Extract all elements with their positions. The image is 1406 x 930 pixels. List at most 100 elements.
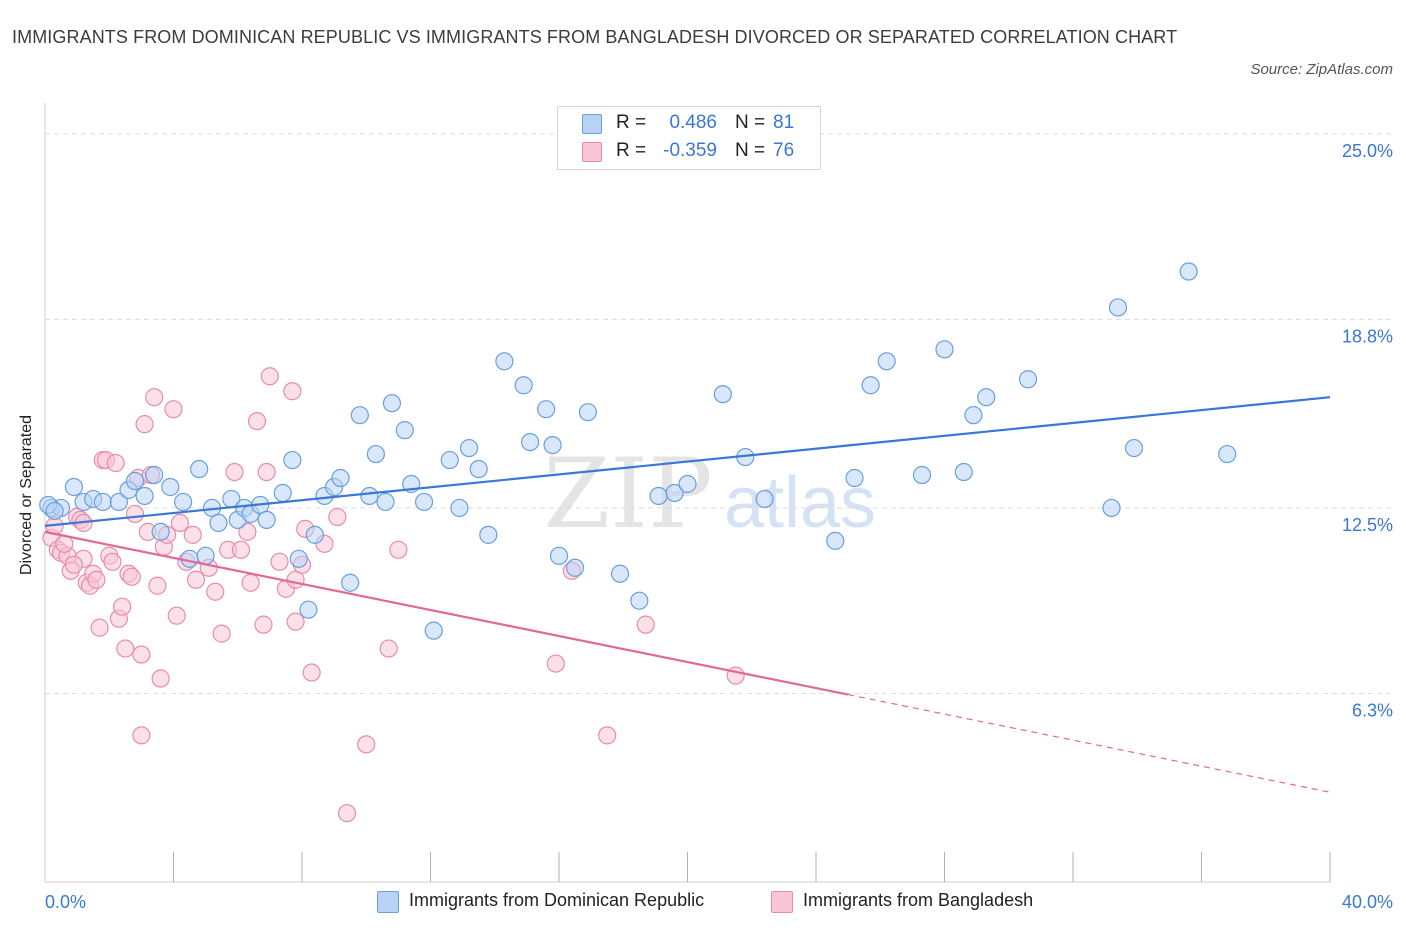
dominican-point <box>209 513 228 532</box>
dominican-point <box>283 450 302 470</box>
dominican-point <box>954 462 973 482</box>
bangladesh-point <box>167 606 186 625</box>
dominican-point <box>341 573 360 592</box>
dominican-point <box>964 406 983 425</box>
x-ticks <box>173 852 1331 882</box>
dominican-point <box>755 489 774 509</box>
bottom-legend-swatch-pink <box>771 891 793 913</box>
watermark: ZIP atlas <box>543 438 876 550</box>
bangladesh-point <box>598 726 617 745</box>
legend-n-label: N = <box>735 140 766 161</box>
source-credit: Source: ZipAtlas.com <box>1250 61 1393 78</box>
dominican-point <box>424 621 443 640</box>
dominican-point <box>93 492 112 512</box>
dominican-point <box>495 352 514 371</box>
bangladesh-point <box>225 462 244 482</box>
dominican-point <box>1218 444 1237 464</box>
bangladesh-point <box>357 735 376 754</box>
dominican-point <box>578 403 598 422</box>
y-tick-label: 18.8% <box>1342 326 1393 346</box>
dominican-point <box>196 546 215 565</box>
bangladesh-point <box>132 645 151 664</box>
bottom-legend-label: Immigrants from Bangladesh <box>803 890 1034 910</box>
dominican-point <box>109 492 128 512</box>
legend-r-label: R = <box>616 112 647 133</box>
dominican-point <box>479 525 498 544</box>
legend-r-value: 0.486 <box>669 112 717 133</box>
bangladesh-point <box>148 576 167 595</box>
bottom-legend-swatch-blue <box>377 891 399 913</box>
dominican-point <box>125 471 145 491</box>
bangladesh-point <box>389 540 408 559</box>
bangladesh-point <box>270 552 289 571</box>
dominican-point <box>935 340 954 359</box>
bangladesh-point <box>90 618 109 637</box>
watermark-zip: ZIP <box>543 438 712 550</box>
dominican-point <box>1124 438 1144 458</box>
dominican-point <box>350 406 369 425</box>
dominican-point <box>331 468 350 488</box>
dominican-point <box>135 486 154 506</box>
bangladesh-point <box>112 597 132 616</box>
legend-swatch-pink <box>582 142 602 162</box>
bangladesh-trend-line-extension <box>848 694 1331 793</box>
bangladesh-point <box>151 669 170 688</box>
dominican-points <box>39 262 1237 640</box>
dominican-point <box>366 444 385 464</box>
bangladesh-point <box>283 382 302 401</box>
bottom-legend-label: Immigrants from Dominican Republic <box>409 890 705 910</box>
dominican-point <box>1018 370 1038 389</box>
dominican-point <box>190 459 209 479</box>
y-tick-label: 12.5% <box>1342 515 1393 535</box>
dominican-point <box>543 435 562 455</box>
dominican-point <box>45 501 64 521</box>
bangladesh-point <box>379 639 398 658</box>
dominican-point <box>180 549 199 568</box>
legend-r-value: -0.359 <box>663 140 717 161</box>
bangladesh-point <box>116 639 135 658</box>
bangladesh-point <box>260 367 279 386</box>
dominican-point <box>299 600 318 619</box>
bangladesh-point <box>122 567 141 586</box>
trend-lines <box>44 396 1331 793</box>
legend-r-label: R = <box>616 140 647 161</box>
dominican-point <box>549 546 569 565</box>
dominican-point <box>161 477 180 497</box>
dominican-point <box>1179 262 1198 281</box>
bangladesh-point <box>286 612 305 631</box>
dominican-point <box>630 591 649 610</box>
bangladesh-point <box>132 726 151 745</box>
y-tick-labels: 6.3% 12.5% 18.8% 25.0% <box>1342 141 1393 721</box>
dominican-point <box>257 510 276 530</box>
bangladesh-point <box>135 415 154 434</box>
dominican-point <box>912 465 932 485</box>
dominican-point <box>877 352 896 371</box>
dominican-point <box>273 483 292 503</box>
dominican-point <box>537 400 556 419</box>
dominican-point <box>665 483 684 503</box>
chart-title: IMMIGRANTS FROM DOMINICAN REPUBLIC VS IM… <box>12 27 1178 47</box>
bangladesh-point <box>170 513 190 532</box>
dominican-point <box>1102 498 1121 518</box>
dominican-point <box>174 492 193 512</box>
bangladesh-point <box>257 462 276 482</box>
x-tick-labels: 0.0% 40.0% <box>45 892 1393 912</box>
bangladesh-point <box>183 525 202 544</box>
bangladesh-point <box>164 400 183 419</box>
dominican-point <box>713 385 732 404</box>
dominican-point <box>440 450 459 470</box>
dominican-point <box>826 531 845 550</box>
bangladesh-point <box>636 615 655 634</box>
dominican-point <box>289 549 308 568</box>
legend-swatch-blue <box>582 114 602 134</box>
legend-n-value: 81 <box>773 112 795 133</box>
bangladesh-point <box>186 570 206 589</box>
legend-n-value: 76 <box>773 140 795 161</box>
dominican-point <box>151 522 170 541</box>
dominican-point <box>360 486 379 506</box>
dominican-point <box>469 459 488 479</box>
dominican-point <box>977 388 996 407</box>
dominican-trend-line <box>44 396 1331 527</box>
bangladesh-point <box>125 504 145 524</box>
dominican-point <box>459 438 479 458</box>
